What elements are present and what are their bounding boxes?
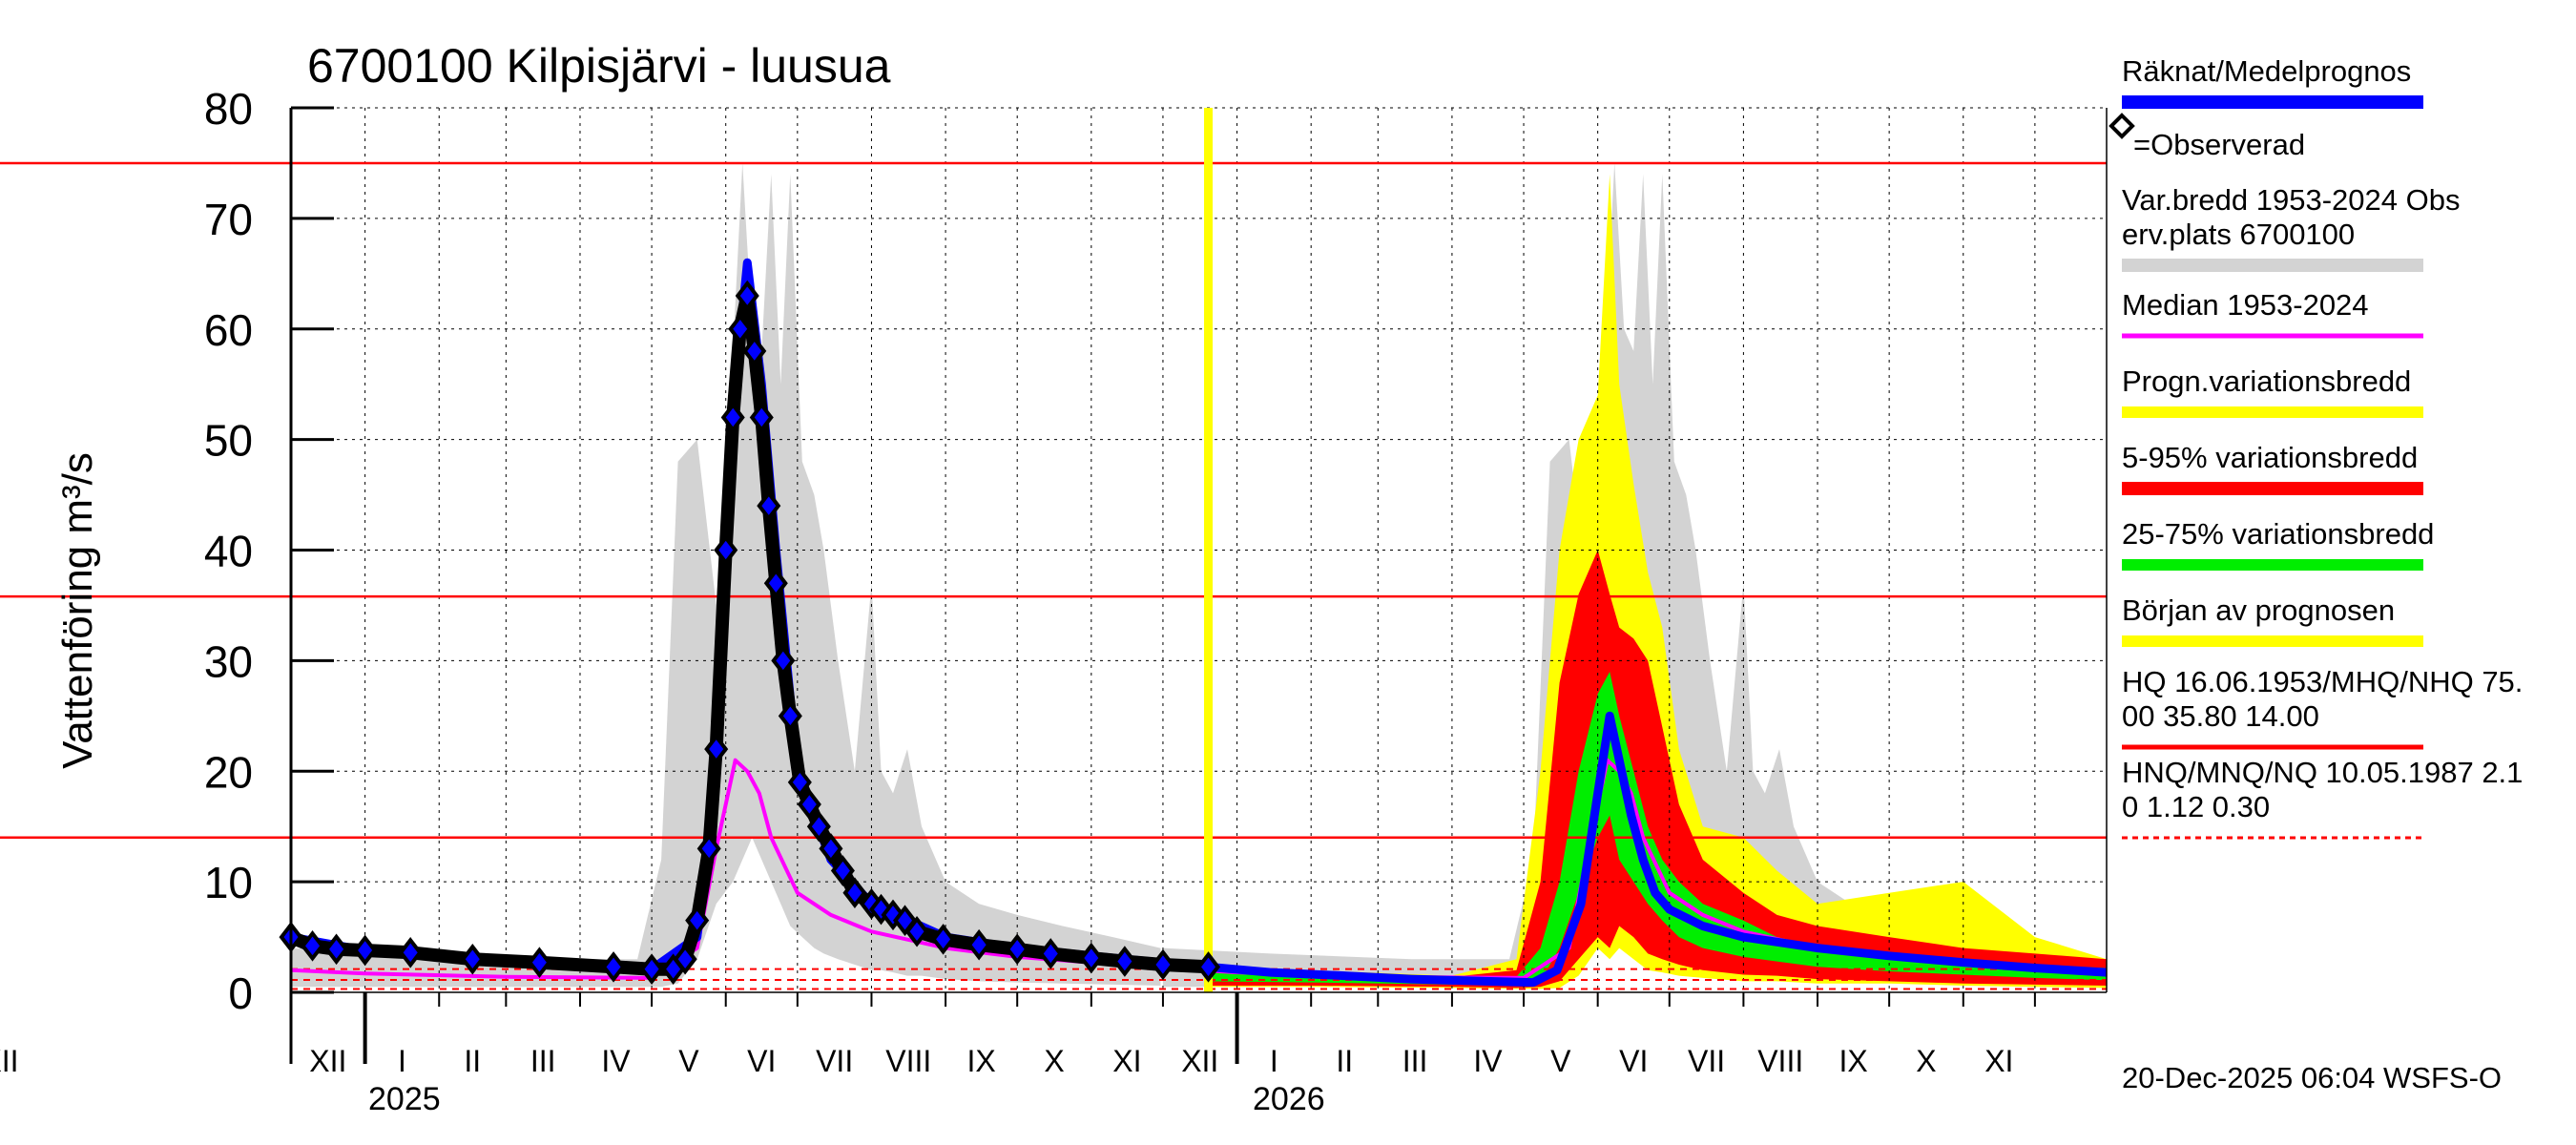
month-tick-label: XI	[1112, 1044, 1141, 1078]
observed-point	[1005, 933, 1029, 966]
legend-label: HNQ/MNQ/NQ 10.05.1987 2.1	[2122, 756, 2523, 789]
month-tick-label: II	[1336, 1044, 1353, 1078]
observed-point	[601, 951, 626, 983]
observed-point	[728, 313, 753, 345]
observed-point	[639, 953, 664, 985]
observed-point	[787, 766, 812, 799]
y-axis-label: Vattenföring m³/s	[54, 452, 101, 769]
observed-point	[778, 700, 802, 732]
month-tick-label: VI	[747, 1044, 776, 1078]
observed-point	[720, 402, 745, 433]
month-tick-label: V	[1550, 1044, 1571, 1078]
y-tick-label: 20	[204, 747, 253, 797]
observed-point	[806, 810, 831, 843]
legend-label: erv.plats 6700100	[2122, 218, 2355, 251]
observed-point	[714, 534, 738, 566]
legend-label: Var.bredd 1953-2024 Obs	[2122, 183, 2460, 217]
y-tick-label: 50	[204, 416, 253, 466]
legend-label: Median 1953-2024	[2122, 288, 2369, 322]
observed-point	[757, 489, 781, 522]
month-tick-label: XII	[309, 1044, 346, 1078]
grid-lines	[291, 107, 2107, 992]
observed-point	[763, 567, 788, 599]
year-label: 2025	[368, 1081, 441, 1117]
year-label: 2026	[1253, 1081, 1325, 1117]
observed-point	[830, 855, 855, 886]
month-tick-label: IX	[1839, 1044, 1867, 1078]
y-tick-label: 60	[204, 305, 253, 355]
observed-point	[673, 943, 697, 975]
observed-point	[460, 943, 485, 975]
month-tick-label: XII	[1181, 1044, 1218, 1078]
month-tick-label: III	[1402, 1044, 1428, 1078]
observed-point	[704, 733, 729, 765]
month-tick-label: X	[1044, 1044, 1064, 1078]
legend-label: 00 35.80 14.00	[2122, 699, 2319, 733]
5-95-percentile-band	[1208, 550, 2107, 989]
observed-point	[868, 893, 893, 926]
footer-timestamp: 20-Dec-2025 06:04 WSFS-O	[2122, 1061, 2502, 1094]
observed-point	[881, 899, 905, 931]
month-tick-label: I	[398, 1044, 406, 1078]
y-tick-label: 70	[204, 195, 253, 244]
month-tick-label: V	[678, 1044, 699, 1078]
legend-label: Början av prognosen	[2122, 593, 2395, 627]
series-lines	[279, 258, 2108, 988]
observed-point	[742, 335, 767, 367]
month-tick-label: X	[1916, 1044, 1936, 1078]
month-tick-label: IX	[967, 1044, 996, 1078]
legend-label: =Observerad	[2133, 128, 2305, 161]
observed-point	[324, 933, 349, 966]
month-tick-label: XII	[0, 1044, 19, 1078]
y-tick-label: 80	[204, 84, 253, 134]
month-tick-label: III	[530, 1044, 556, 1078]
legend-label: HQ 16.06.1953/MHQ/NHQ 75.	[2122, 665, 2523, 698]
observed-point	[527, 947, 551, 978]
observed-point	[819, 833, 843, 864]
month-tick-label: IV	[601, 1044, 631, 1078]
observed-point	[842, 877, 867, 908]
observed-point	[685, 905, 710, 936]
observed-point	[1112, 946, 1137, 977]
legend-observed-marker	[2109, 113, 2135, 139]
y-tick-label: 40	[204, 527, 253, 576]
chart-title: 6700100 Kilpisjärvi - luusua	[307, 39, 891, 93]
observed-point	[966, 928, 991, 961]
observed-point	[301, 930, 325, 962]
observed-point	[398, 937, 423, 968]
month-tick-label: XI	[1984, 1044, 2013, 1078]
observed-point	[735, 280, 759, 312]
legend-label: Progn.variationsbredd	[2122, 364, 2411, 398]
month-tick-label: VIII	[1757, 1044, 1803, 1078]
observed-point	[931, 924, 956, 955]
observed-point	[353, 934, 378, 967]
observed-point	[771, 645, 796, 677]
observed-point	[904, 915, 929, 947]
observed-point	[696, 833, 721, 864]
observed-point	[1195, 951, 1221, 983]
legend-label: Räknat/Medelprognos	[2122, 54, 2411, 88]
month-tick-label: VIII	[885, 1044, 931, 1078]
observed-point	[1151, 948, 1175, 981]
legend-label: 0 1.12 0.30	[2122, 790, 2270, 823]
legend-label: 25-75% variationsbredd	[2122, 517, 2434, 551]
axes	[289, 106, 2108, 1064]
month-tick-label: VII	[816, 1044, 853, 1078]
month-tick-label: IV	[1473, 1044, 1503, 1078]
month-tick-label: I	[1270, 1044, 1278, 1078]
observed-point	[797, 788, 821, 821]
observed-point	[1079, 942, 1104, 974]
legend-label: 5-95% variationsbredd	[2122, 441, 2418, 474]
legend: Räknat/Medelprognos =Observerad Var.bredd …	[2109, 54, 2523, 840]
month-tick-label: VI	[1619, 1044, 1648, 1078]
y-tick-label: 30	[204, 636, 253, 686]
y-tick-label: 10	[204, 858, 253, 907]
y-tick-label: 0	[228, 968, 253, 1018]
observed-point	[749, 402, 774, 433]
month-tick-label: II	[464, 1044, 481, 1078]
observed-point	[1038, 938, 1063, 969]
month-tick-label: VII	[1688, 1044, 1725, 1078]
